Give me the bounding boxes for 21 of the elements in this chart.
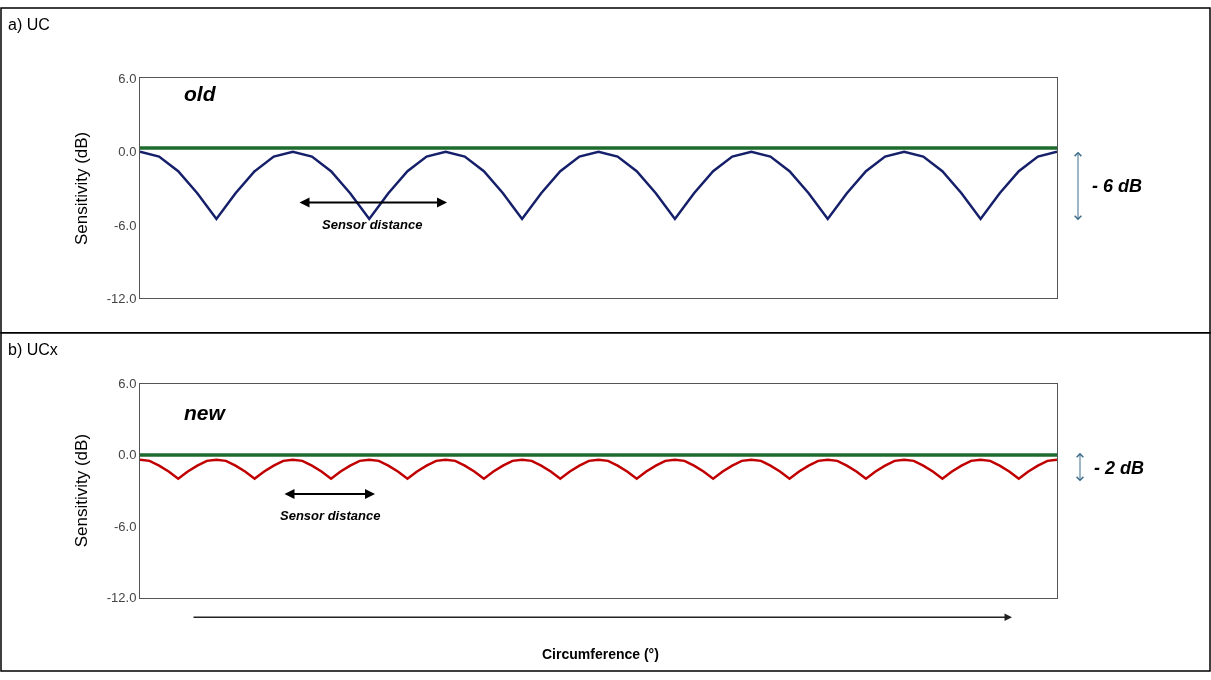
text: - 2 dB bbox=[1094, 458, 1145, 478]
y-tick-label: -6.0 bbox=[113, 217, 137, 233]
x-axis-title: Circumference (°) bbox=[542, 646, 659, 662]
y-tick-label: 6.0 bbox=[118, 376, 137, 392]
y-tick-label: -12.0 bbox=[106, 290, 137, 306]
chart-title: b) UCx bbox=[8, 341, 58, 358]
annotation: new bbox=[184, 401, 227, 424]
annotation: Sensor distance bbox=[322, 217, 423, 232]
line-series bbox=[140, 458, 1057, 480]
chart-title: a) UC bbox=[8, 16, 50, 33]
y-tick-label: 0.0 bbox=[118, 144, 137, 160]
y-axis-title: Sensitivity (dB) bbox=[72, 433, 92, 548]
annotation: Sensor distance bbox=[280, 508, 381, 523]
line-series bbox=[140, 150, 1057, 221]
text: - 6 dB bbox=[1092, 176, 1143, 196]
y-tick-label: -6.0 bbox=[113, 518, 137, 534]
y-tick-label: 0.0 bbox=[118, 447, 137, 463]
y-tick-label: 6.0 bbox=[118, 70, 137, 86]
y-tick-label: -12.0 bbox=[106, 590, 137, 606]
y-axis-title: Sensitivity (dB) bbox=[72, 131, 92, 246]
annotation: old bbox=[184, 82, 217, 105]
